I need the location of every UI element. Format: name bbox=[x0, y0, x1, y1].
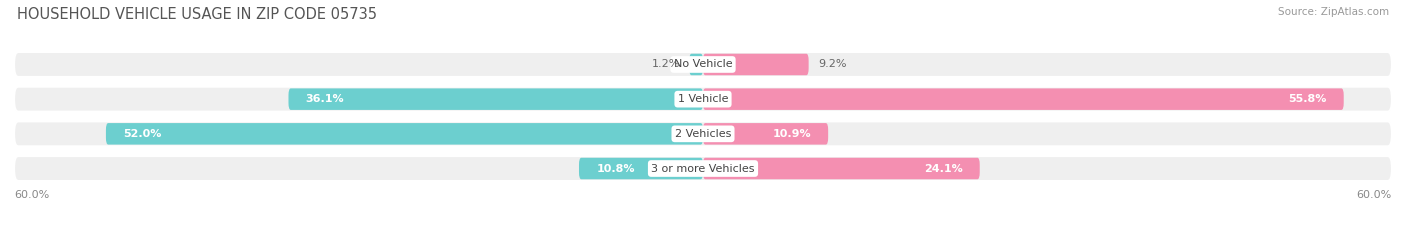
Text: 1.2%: 1.2% bbox=[651, 59, 681, 69]
Text: No Vehicle: No Vehicle bbox=[673, 59, 733, 69]
Text: 55.8%: 55.8% bbox=[1288, 94, 1326, 104]
FancyBboxPatch shape bbox=[14, 156, 1392, 181]
Text: HOUSEHOLD VEHICLE USAGE IN ZIP CODE 05735: HOUSEHOLD VEHICLE USAGE IN ZIP CODE 0573… bbox=[17, 7, 377, 22]
Text: 3 or more Vehicles: 3 or more Vehicles bbox=[651, 164, 755, 174]
Legend: Owner-occupied, Renter-occupied: Owner-occupied, Renter-occupied bbox=[575, 230, 831, 233]
FancyBboxPatch shape bbox=[703, 88, 1344, 110]
FancyBboxPatch shape bbox=[288, 88, 703, 110]
Text: 36.1%: 36.1% bbox=[305, 94, 344, 104]
FancyBboxPatch shape bbox=[703, 54, 808, 75]
Text: 9.2%: 9.2% bbox=[818, 59, 846, 69]
FancyBboxPatch shape bbox=[689, 54, 703, 75]
FancyBboxPatch shape bbox=[703, 158, 980, 179]
Text: Source: ZipAtlas.com: Source: ZipAtlas.com bbox=[1278, 7, 1389, 17]
Text: 2 Vehicles: 2 Vehicles bbox=[675, 129, 731, 139]
Text: 24.1%: 24.1% bbox=[924, 164, 963, 174]
Text: 10.9%: 10.9% bbox=[772, 129, 811, 139]
FancyBboxPatch shape bbox=[14, 121, 1392, 146]
FancyBboxPatch shape bbox=[14, 87, 1392, 112]
Text: 60.0%: 60.0% bbox=[14, 190, 49, 200]
Text: 60.0%: 60.0% bbox=[1357, 190, 1392, 200]
FancyBboxPatch shape bbox=[579, 158, 703, 179]
FancyBboxPatch shape bbox=[703, 123, 828, 145]
Text: 52.0%: 52.0% bbox=[124, 129, 162, 139]
Text: 1 Vehicle: 1 Vehicle bbox=[678, 94, 728, 104]
FancyBboxPatch shape bbox=[105, 123, 703, 145]
Text: 10.8%: 10.8% bbox=[596, 164, 634, 174]
FancyBboxPatch shape bbox=[14, 52, 1392, 77]
